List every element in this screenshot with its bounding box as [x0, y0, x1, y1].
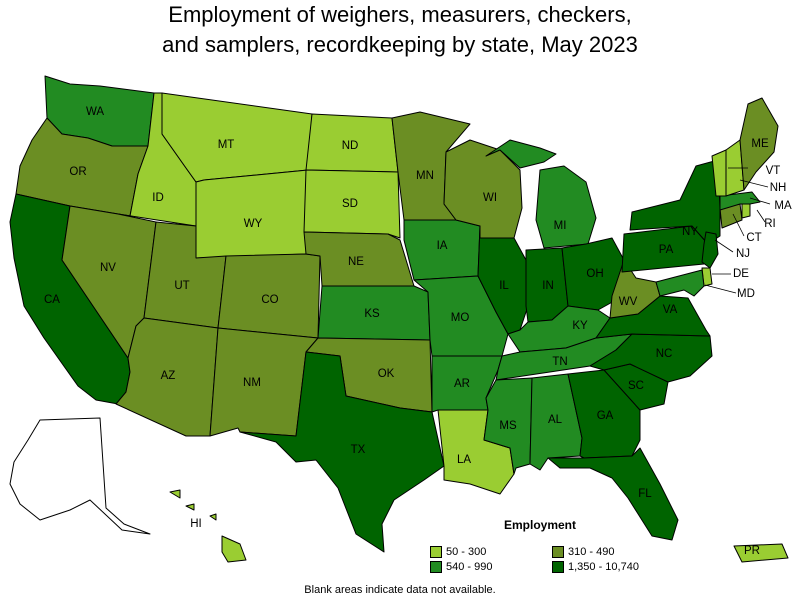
legend-label-3: 540 - 990: [446, 561, 493, 573]
state-label-vt: VT: [766, 165, 781, 177]
state-label-sc: SC: [628, 380, 644, 392]
state-label-or: OR: [69, 166, 86, 178]
legend-swatch-1: [430, 546, 442, 558]
state-label-co: CO: [261, 294, 278, 306]
state-pr: [733, 543, 789, 563]
state-label-mi: MI: [554, 220, 567, 232]
state-label-ks: KS: [364, 308, 380, 320]
state-label-id: ID: [152, 192, 164, 204]
state-label-oh: OH: [586, 268, 603, 280]
state-label-mo: MO: [451, 312, 470, 324]
state-label-wa: WA: [86, 106, 104, 118]
state-label-tn: TN: [552, 356, 567, 368]
state-sd: [303, 169, 401, 239]
legend-label-2: 310 - 490: [568, 546, 615, 558]
legend-item-1: 50 - 300: [430, 546, 486, 558]
state-label-la: LA: [457, 454, 471, 466]
state-label-ms: MS: [499, 420, 517, 432]
state-label-ne: NE: [348, 256, 364, 268]
state-label-ri: RI: [764, 218, 776, 230]
state-label-pa: PA: [659, 244, 674, 256]
state-nc: [589, 333, 713, 383]
state-ri: [741, 203, 751, 219]
legend-label-1: 50 - 300: [446, 546, 487, 558]
title-line-2: and samplers, recordkeeping by state, Ma…: [162, 32, 638, 57]
legend-item-2: 310 - 490: [552, 546, 614, 558]
state-label-hi: HI: [190, 518, 202, 530]
state-label-wi: WI: [483, 192, 497, 204]
state-label-ky: KY: [572, 320, 588, 332]
state-co: [217, 253, 321, 339]
legend-item-3: 540 - 990: [430, 561, 492, 573]
state-label-ok: OK: [378, 368, 395, 380]
state-label-nc: NC: [656, 348, 673, 360]
state-label-ca: CA: [44, 294, 60, 306]
state-label-ny: NY: [682, 226, 698, 238]
legend-label-4: 1,350 - 10,740: [568, 561, 639, 573]
state-md: [655, 269, 705, 297]
state-label-wy: WY: [244, 218, 263, 230]
state-label-nd: ND: [342, 140, 359, 152]
state-ma: [719, 191, 761, 211]
state-wy: [195, 169, 309, 259]
legend-item-4: 1,350 - 10,740: [552, 561, 639, 573]
state-label-sd: SD: [342, 198, 358, 210]
state-label-wv: WV: [619, 296, 638, 308]
legend-swatch-2: [552, 546, 564, 558]
state-label-ct: CT: [746, 232, 761, 244]
state-me: [739, 97, 779, 191]
title-line-1: Employment of weighers, measurers, check…: [168, 2, 632, 27]
legend-swatch-3: [430, 561, 442, 573]
state-label-ma: MA: [774, 200, 792, 212]
state-label-az: AZ: [161, 370, 176, 382]
state-mi: [485, 139, 597, 249]
state-label-pr: PR: [744, 545, 760, 557]
state-label-tx: TX: [351, 444, 366, 456]
state-label-il: IL: [499, 280, 509, 292]
state-hi: [169, 489, 247, 563]
state-label-mn: MN: [416, 170, 434, 182]
state-label-ar: AR: [454, 378, 470, 390]
state-label-de: DE: [733, 268, 749, 280]
state-label-ia: IA: [437, 240, 448, 252]
state-label-ga: GA: [597, 410, 614, 422]
state-label-nv: NV: [100, 262, 116, 274]
state-label-md: MD: [737, 288, 755, 300]
state-label-mt: MT: [218, 139, 235, 151]
state-label-al: AL: [548, 414, 563, 426]
state-label-nj: NJ: [736, 248, 750, 260]
state-fl: [547, 447, 679, 541]
state-tx: [239, 351, 445, 553]
state-label-ut: UT: [174, 280, 189, 292]
state-label-in: IN: [542, 280, 554, 292]
footnote: Blank areas indicate data not available.: [304, 584, 496, 596]
state-label-va: VA: [663, 304, 678, 316]
legend-title: Employment: [504, 518, 577, 532]
state-ny: [629, 159, 721, 245]
state-label-me: ME: [751, 138, 769, 150]
state-ak: [9, 417, 151, 535]
legend-swatch-4: [552, 561, 564, 573]
state-label-fl: FL: [638, 488, 652, 500]
state-label-nm: NM: [243, 377, 261, 389]
state-label-nh: NH: [770, 182, 787, 194]
map-title: Employment of weighers, measurers, check…: [0, 0, 800, 60]
